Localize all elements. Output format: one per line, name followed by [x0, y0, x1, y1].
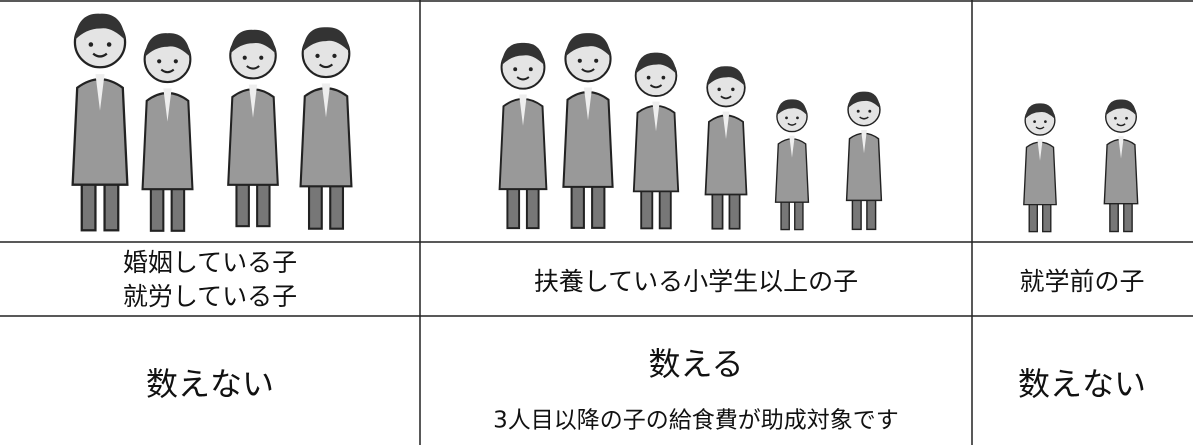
label: 扶養している小学生以上の子 — [534, 267, 858, 296]
result-note: 3人目以降の子の給食費が助成対象です — [493, 408, 899, 434]
person — [1022, 102, 1058, 233]
person — [1103, 98, 1139, 233]
person — [227, 28, 279, 228]
result: 数えない — [146, 365, 274, 403]
person — [299, 26, 353, 230]
person — [562, 31, 614, 229]
person — [498, 41, 548, 230]
illustration — [71, 12, 1139, 233]
result: 数える — [648, 345, 743, 383]
label: 就労している子 — [123, 282, 297, 311]
label: 婚姻している子 — [123, 248, 297, 277]
person — [774, 98, 810, 231]
person — [845, 90, 883, 231]
result: 数えない — [1018, 365, 1146, 403]
person — [71, 12, 129, 232]
person — [632, 51, 680, 230]
person — [704, 65, 748, 230]
person — [141, 31, 194, 233]
label: 就学前の子 — [1019, 267, 1144, 296]
